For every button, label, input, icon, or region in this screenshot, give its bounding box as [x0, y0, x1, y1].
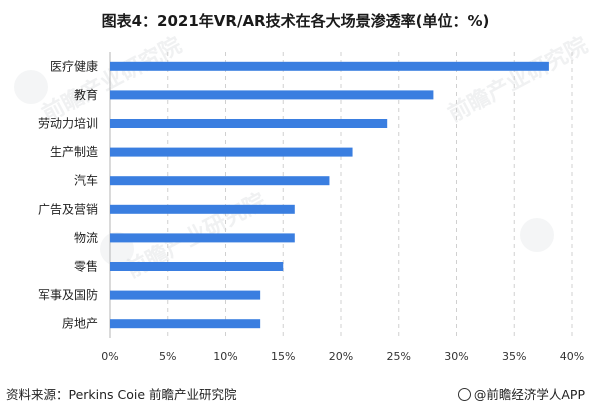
x-tick-label: 10%: [213, 350, 237, 363]
x-tick-label: 5%: [159, 350, 176, 363]
x-tick-label: 35%: [502, 350, 526, 363]
bar: [110, 319, 261, 329]
bar: [110, 233, 295, 243]
bar: [110, 61, 549, 71]
gridlines: [109, 52, 573, 338]
bar: [110, 147, 353, 157]
x-tick-label: 30%: [444, 350, 468, 363]
bar: [110, 262, 284, 271]
bar: [110, 290, 261, 300]
category-label: 生产制造: [50, 145, 98, 159]
bars: [110, 61, 549, 329]
bar: [110, 119, 388, 128]
chart-title: 图表4：2021年VR/AR技术在各大场景渗透率(单位：%): [101, 12, 490, 30]
brand-logo-icon: [457, 388, 471, 401]
x-tick-labels: 0% 5% 10% 15% 20% 25% 30% 35% 40%: [101, 350, 584, 363]
bar: [110, 204, 295, 214]
category-label: 物流: [74, 231, 98, 245]
x-tick-label: 25%: [387, 350, 411, 363]
x-tick-label: 40%: [560, 350, 584, 363]
category-label: 广告及营销: [38, 202, 98, 216]
brand-credit: @前瞻经济学人APP: [457, 384, 585, 403]
x-tick-label: 15%: [271, 350, 295, 363]
brand-label: @前瞻经济学人APP: [473, 387, 585, 402]
source-note: 资料来源：Perkins Coie 前瞻产业研究院: [6, 387, 237, 402]
x-tick-label: 0%: [101, 350, 118, 363]
category-label: 房地产: [62, 316, 98, 331]
category-label: 教育: [74, 87, 98, 102]
category-label: 零售: [74, 259, 98, 274]
category-label: 军事及国防: [38, 287, 98, 302]
category-label: 医疗健康: [50, 58, 98, 73]
category-label: 汽车: [74, 173, 98, 188]
x-tick-label: 20%: [329, 350, 353, 363]
bar: [110, 90, 434, 100]
bar: [110, 176, 330, 186]
category-label: 劳动力培训: [38, 116, 98, 131]
